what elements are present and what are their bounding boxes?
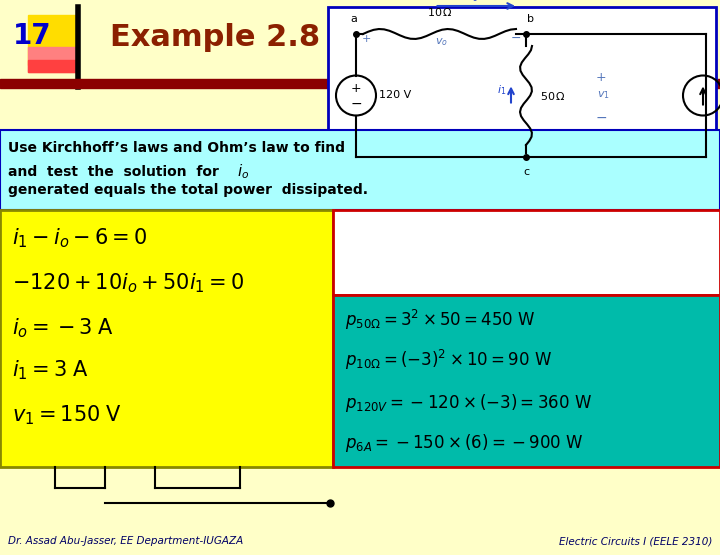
Text: −: − bbox=[595, 110, 607, 124]
Text: $p_{10\Omega} = (-3)^2 \times 10 = 90\ \mathrm{W}$: $p_{10\Omega} = (-3)^2 \times 10 = 90\ \… bbox=[345, 348, 552, 372]
Text: $p_{50\Omega} = 3^2 \times 50 = 450\ \mathrm{W}$: $p_{50\Omega} = 3^2 \times 50 = 450\ \ma… bbox=[345, 308, 536, 332]
Text: c: c bbox=[523, 167, 529, 177]
Text: $-120 + 10i_o + 50i_1 = 0$: $-120 + 10i_o + 50i_1 = 0$ bbox=[12, 271, 244, 295]
Bar bbox=[333, 295, 720, 467]
Text: Dr. Assad Abu-Jasser, EE Department-IUGAZA: Dr. Assad Abu-Jasser, EE Department-IUGA… bbox=[8, 536, 243, 546]
Bar bbox=[0, 210, 333, 467]
Text: $v_1 = 150\;$V: $v_1 = 150\;$V bbox=[12, 403, 122, 427]
Text: $i_o$: $i_o$ bbox=[237, 163, 249, 181]
Bar bbox=[28, 60, 78, 72]
Text: a: a bbox=[351, 14, 357, 24]
Text: $50\,\Omega$: $50\,\Omega$ bbox=[540, 89, 566, 102]
Bar bbox=[28, 47, 78, 72]
Bar bbox=[333, 210, 720, 295]
Text: $i_1 - i_o - 6 = 0$: $i_1 - i_o - 6 = 0$ bbox=[12, 226, 147, 250]
Text: $10\,\Omega$: $10\,\Omega$ bbox=[426, 6, 452, 18]
Text: −: − bbox=[510, 32, 521, 45]
Text: 17: 17 bbox=[13, 22, 52, 50]
Text: $i_1 = 3\;$A: $i_1 = 3\;$A bbox=[12, 358, 89, 382]
Bar bbox=[0, 79, 720, 88]
Text: 120 V: 120 V bbox=[379, 90, 411, 100]
Text: −: − bbox=[350, 97, 362, 110]
Text: $v_1$: $v_1$ bbox=[597, 89, 609, 102]
Text: b: b bbox=[528, 14, 534, 24]
Text: $i_1$: $i_1$ bbox=[497, 84, 506, 97]
Text: $v_o$: $v_o$ bbox=[435, 36, 448, 48]
Bar bbox=[328, 7, 716, 182]
Bar bbox=[28, 15, 78, 65]
Text: $p_{120V} = -120 \times (-3) = 360\ \mathrm{W}$: $p_{120V} = -120 \times (-3) = 360\ \mat… bbox=[345, 392, 592, 414]
Text: generated equals the total power  dissipated.: generated equals the total power dissipa… bbox=[8, 183, 368, 197]
Text: $i_o$: $i_o$ bbox=[469, 0, 478, 4]
Text: +: + bbox=[361, 34, 371, 44]
Text: and  test  the  solution  for: and test the solution for bbox=[8, 165, 224, 179]
Text: Electric Circuits I (EELE 2310): Electric Circuits I (EELE 2310) bbox=[559, 536, 712, 546]
Text: +: + bbox=[595, 71, 606, 84]
Text: $i_o = -3\;$A: $i_o = -3\;$A bbox=[12, 316, 114, 340]
Bar bbox=[0, 130, 720, 210]
Text: $p_{6A} = -150 \times (6) = -900\ \mathrm{W}$: $p_{6A} = -150 \times (6) = -900\ \mathr… bbox=[345, 432, 584, 454]
Text: +: + bbox=[351, 82, 361, 95]
Text: Example 2.8: Example 2.8 bbox=[110, 23, 320, 52]
Text: Use Kirchhoff’s laws and Ohm’s law to find: Use Kirchhoff’s laws and Ohm’s law to fi… bbox=[8, 141, 345, 155]
